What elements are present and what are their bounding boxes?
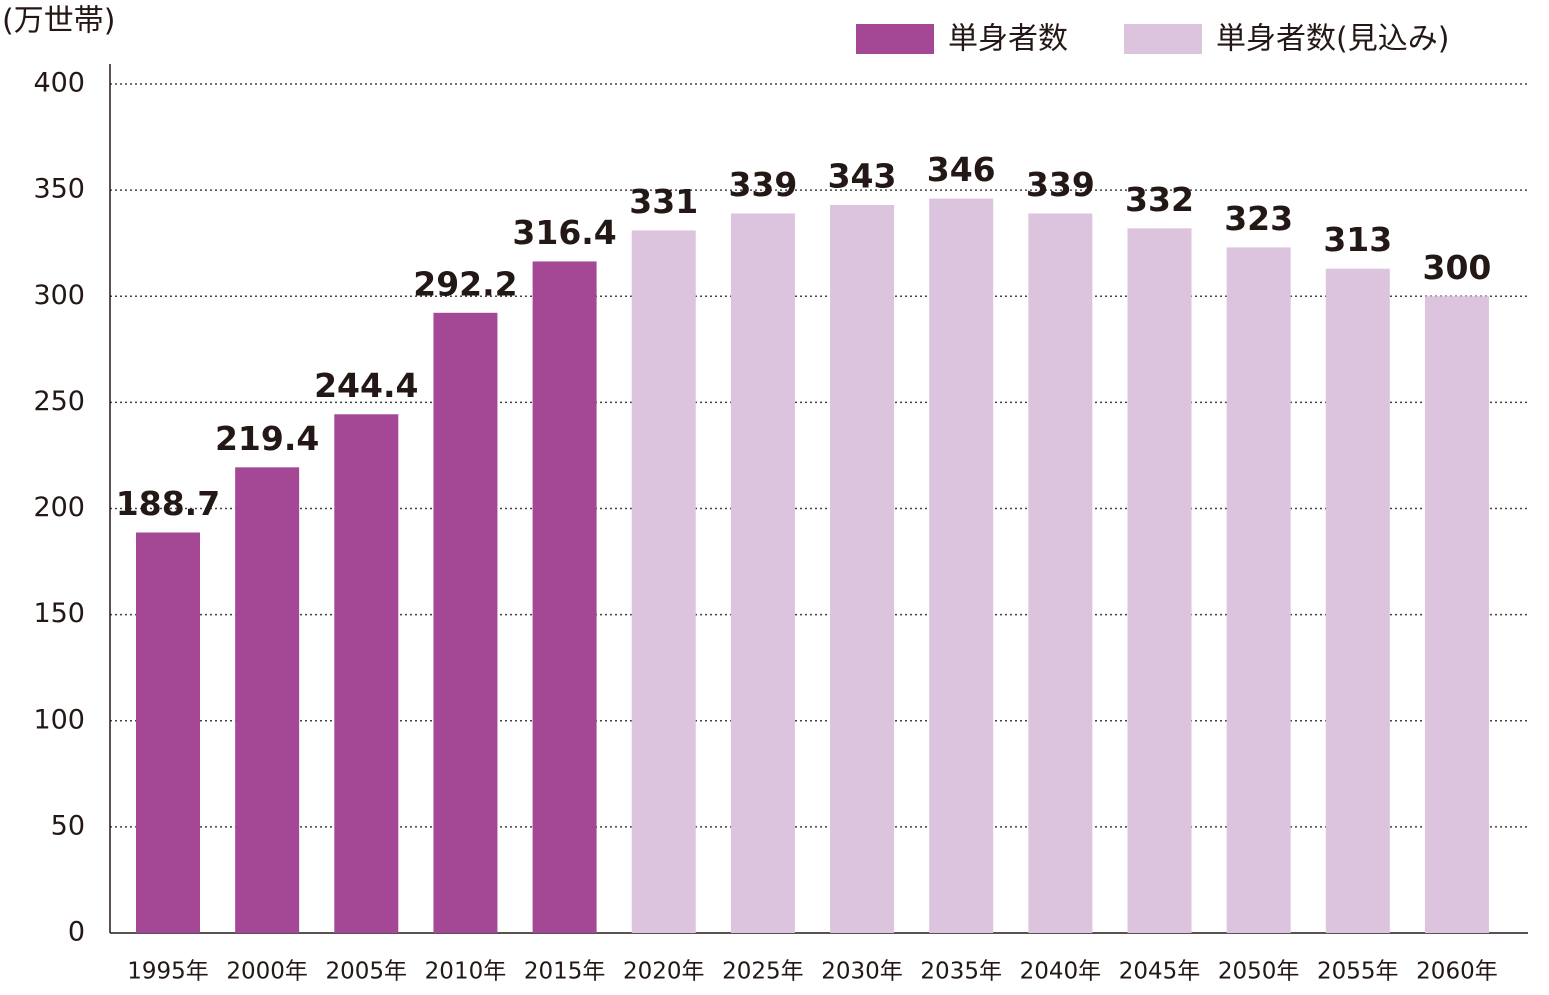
bar [136,532,200,933]
bar [929,198,994,934]
bar [334,414,399,933]
legend-swatch [856,24,934,54]
value-label: 331 [629,182,698,221]
value-label: 188.7 [116,484,220,523]
value-label: 339 [1026,165,1095,204]
y-tick-label: 400 [33,68,85,99]
value-label: 300 [1423,248,1492,287]
x-tick-label: 1995年 [127,959,209,985]
x-tick-label: 2030年 [821,959,903,985]
value-label: 244.4 [314,366,418,405]
x-tick-label: 2060年 [1416,959,1498,985]
x-tick-label: 2040年 [1020,959,1102,985]
value-label: 292.2 [413,264,517,303]
bar [1127,228,1192,933]
y-tick-label: 50 [51,810,85,841]
y-tick-label: 200 [33,492,85,523]
x-tick-label: 2020年 [623,959,705,985]
x-tick-label: 2010年 [425,959,507,985]
legend-label: 単身者数 [948,22,1068,57]
y-tick-label: 250 [33,386,85,417]
value-label: 343 [828,156,897,195]
bar [1325,268,1390,934]
x-tick-label: 2025年 [722,959,804,985]
value-label: 332 [1125,180,1194,219]
bar [830,204,895,934]
value-label: 219.4 [215,419,319,458]
bar [433,312,498,933]
bar [532,261,597,933]
y-tick-label: 350 [33,174,85,205]
value-label: 323 [1224,199,1293,238]
bar [631,230,696,933]
x-tick-label: 2050年 [1218,959,1300,985]
y-axis-label: (万世帯) [2,4,115,39]
y-tick-label: 100 [33,704,85,735]
value-label: 346 [927,150,996,189]
value-label: 316.4 [512,213,616,252]
y-tick-label: 150 [33,598,85,629]
legend-label: 単身者数(見込み) [1216,22,1449,57]
bar [1028,213,1093,933]
legend-swatch [1124,24,1202,54]
x-tick-label: 2015年 [524,959,606,985]
value-label: 313 [1323,220,1392,259]
x-tick-label: 2000年 [226,959,308,985]
y-tick-label: 300 [33,280,85,311]
bar [1424,296,1489,933]
bar [235,467,300,933]
bar [1226,247,1291,933]
bar [730,213,795,933]
x-tick-label: 2035年 [920,959,1002,985]
x-tick-label: 2005年 [326,959,408,985]
y-tick-label: 0 [68,917,85,948]
x-tick-label: 2055年 [1317,959,1399,985]
value-label: 339 [728,165,797,204]
x-tick-label: 2045年 [1119,959,1201,985]
